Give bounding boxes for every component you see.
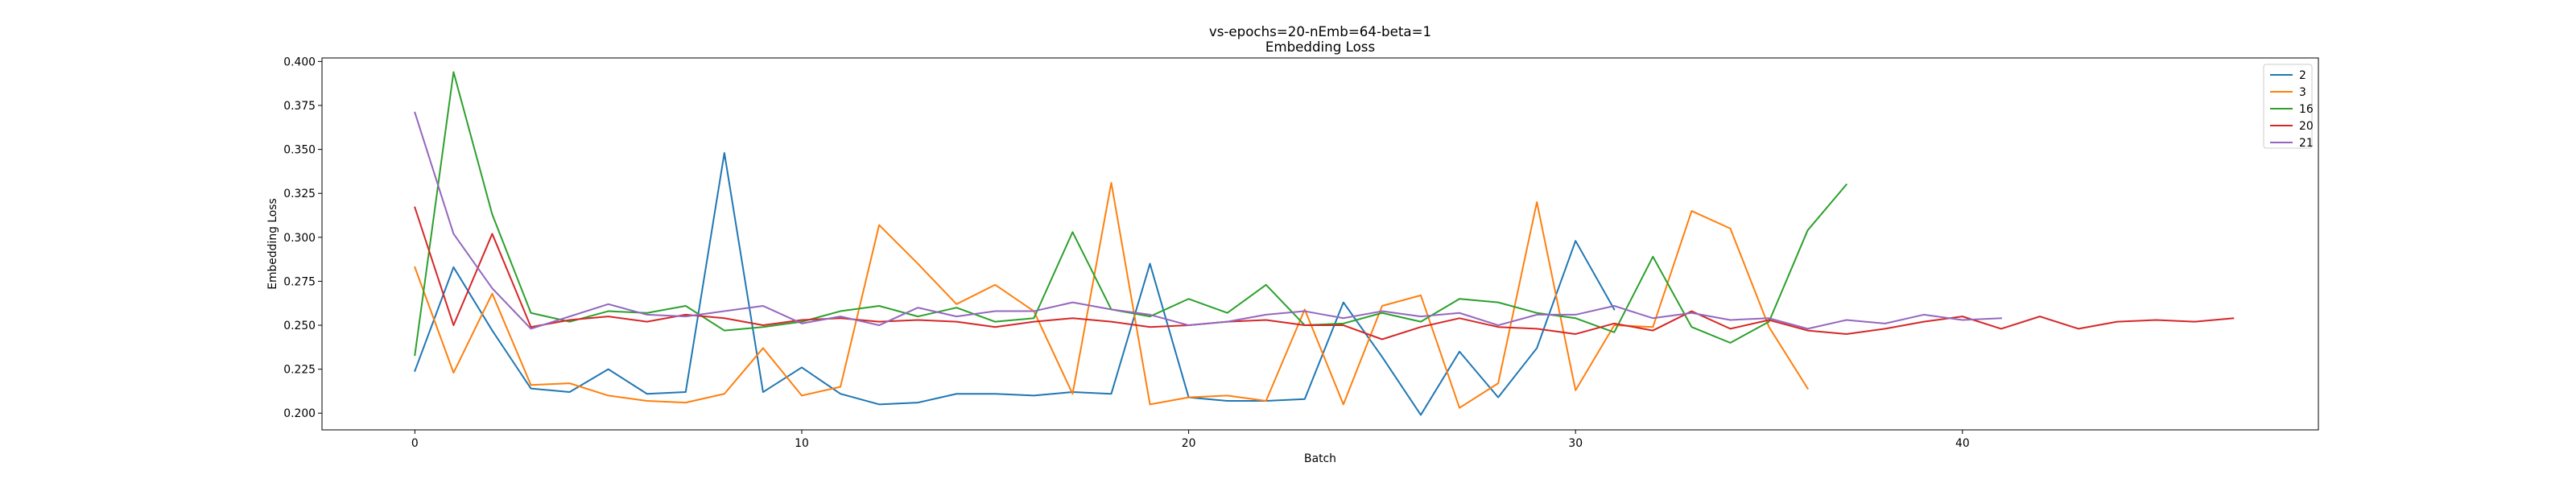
legend-entries: 2 3 16 20 21 [2270, 69, 2314, 150]
legend-box [2263, 64, 2313, 149]
y-tick-label: 0.325 [283, 188, 316, 200]
legend-label-16: 16 [2299, 103, 2314, 116]
y-tick-label: 0.375 [283, 100, 316, 113]
legend-label-3: 3 [2299, 86, 2306, 99]
y-tick-label: 0.200 [283, 407, 316, 420]
plot-frame [321, 57, 2319, 431]
legend-label-21: 21 [2299, 137, 2314, 150]
x-tick-label: 20 [1182, 437, 1196, 450]
x-axis-label: Batch [1304, 452, 1336, 465]
series-line-20 [414, 206, 2235, 341]
series-line-2 [414, 151, 1616, 416]
y-tick-label: 0.350 [283, 144, 316, 157]
y-tick-label: 0.400 [283, 56, 316, 68]
x-tick-label: 10 [795, 437, 809, 450]
y-tick-label: 0.300 [283, 232, 316, 245]
y-tick-label: 0.275 [283, 275, 316, 288]
series-line-16 [414, 71, 1848, 357]
x-axis-ticks: 0 10 20 30 40 [411, 430, 1970, 450]
legend-label-20: 20 [2299, 120, 2314, 133]
x-tick-label: 0 [411, 437, 419, 450]
chart-subtitle: Embedding Loss [1265, 39, 1375, 55]
x-tick-label: 30 [1568, 437, 1583, 450]
series-line-3 [414, 182, 1809, 409]
y-axis-ticks: 0.200 0.225 0.250 0.275 0.300 0.325 0.350 0.375… [283, 56, 322, 420]
y-axis-label: Embedding Loss [266, 198, 279, 290]
chart-title: vs-epochs=20-nEmb=64-beta=1 [1209, 24, 1431, 39]
x-tick-label: 40 [1955, 437, 1970, 450]
legend-label-2: 2 [2299, 69, 2306, 82]
y-tick-label: 0.225 [283, 364, 316, 377]
legend: 2 3 16 20 21 [2263, 64, 2314, 150]
plot-area [414, 71, 2235, 416]
y-tick-label: 0.250 [283, 320, 316, 332]
series-line-21 [414, 111, 2002, 330]
